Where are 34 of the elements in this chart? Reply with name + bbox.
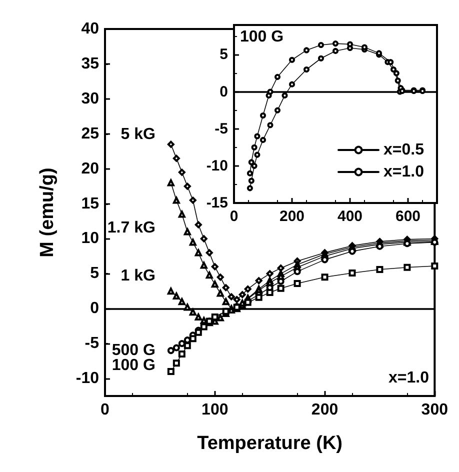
y-tick-label: 35 — [81, 55, 100, 72]
legend-label: x=1.0 — [384, 164, 424, 180]
x-tick-label: 400 — [337, 208, 363, 225]
annotation: x=1.0 — [388, 370, 430, 386]
x-tick-label: 200 — [311, 402, 338, 418]
y-tick-label: 15 — [81, 195, 100, 212]
y-tick-label: -5 — [214, 120, 228, 138]
y-tick-label: 20 — [81, 160, 100, 178]
y-tick-label: 5 — [220, 46, 228, 64]
y-tick-label: 0 — [90, 300, 100, 318]
series-label: 500 G — [112, 342, 156, 360]
x-axis-title: Temperature (K) — [197, 433, 342, 454]
y-tick-label: -10 — [76, 370, 100, 388]
x-tick-label: 300 — [421, 402, 448, 418]
x-tick-label: 100 — [202, 402, 228, 418]
y-tick-label: -10 — [206, 157, 228, 174]
y-tick-label: 0 — [220, 83, 228, 100]
annotation: 100 G — [240, 28, 284, 46]
series-label: 1.7 kG — [107, 219, 156, 236]
x-tick-label: 200 — [279, 208, 305, 225]
x-tick-label: 600 — [395, 208, 421, 225]
y-tick-label: -15 — [206, 194, 228, 212]
y-tick-label: 40 — [81, 20, 100, 38]
y-tick-label: 25 — [81, 125, 100, 142]
series-label: 5 kG — [120, 126, 156, 143]
x-tick-label: 0 — [100, 402, 110, 418]
series-label: 100 G — [112, 357, 156, 374]
y-tick-label: 30 — [81, 90, 100, 108]
y-axis-title: M (emu/g) — [37, 168, 58, 258]
y-tick-label: 10 — [81, 230, 100, 248]
legend-label: x=0.5 — [384, 142, 424, 158]
y-tick-label: -5 — [84, 335, 100, 352]
series-label: 1 kG — [120, 268, 156, 285]
y-tick-label: 5 — [90, 265, 100, 282]
